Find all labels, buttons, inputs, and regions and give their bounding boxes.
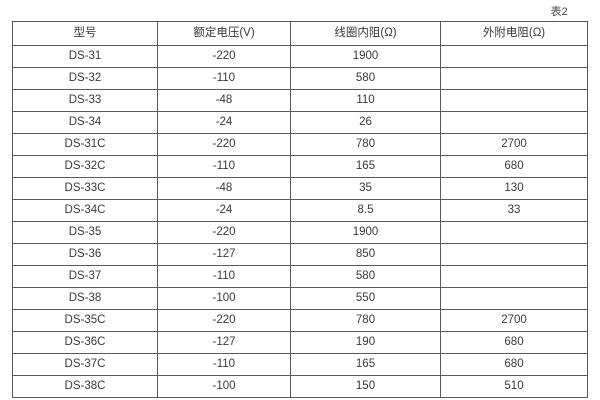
cell-external [440, 265, 588, 288]
cell-coil: 8.5 [290, 199, 441, 222]
table-row: DS-37 -110 580 [12, 265, 588, 288]
cell-voltage: -220 [157, 133, 291, 156]
cell-model: DS-31C [12, 133, 158, 156]
cell-coil: 165 [290, 353, 441, 376]
table-row: DS-36 -127 850 [12, 243, 588, 266]
table-row: DS-38C -100 150 510 [12, 375, 588, 398]
cell-external: 130 [440, 177, 588, 200]
cell-model: DS-33C [12, 177, 158, 200]
cell-coil: 1900 [290, 221, 441, 244]
column-header-model: 型号 [12, 21, 158, 46]
cell-voltage: -220 [157, 309, 291, 332]
table-row: DS-33C -48 35 130 [12, 177, 588, 200]
cell-voltage: -48 [157, 89, 291, 112]
table-row: DS-33 -48 110 [12, 89, 588, 112]
cell-voltage: -24 [157, 111, 291, 134]
cell-coil: 190 [290, 331, 441, 354]
table-row: DS-32C -110 165 680 [12, 155, 588, 178]
cell-model: DS-37C [12, 353, 158, 376]
cell-external: 33 [440, 199, 588, 222]
table-row: DS-34C -24 8.5 33 [12, 199, 588, 222]
table-row: DS-38 -100 550 [12, 287, 588, 310]
cell-external: 2700 [440, 133, 588, 156]
cell-voltage: -100 [157, 287, 291, 310]
cell-voltage: -24 [157, 199, 291, 222]
table-row: DS-35 -220 1900 [12, 221, 588, 244]
cell-coil: 850 [290, 243, 441, 266]
cell-voltage: -48 [157, 177, 291, 200]
cell-voltage: -127 [157, 243, 291, 266]
cell-external: 680 [440, 331, 588, 354]
cell-model: DS-32 [12, 67, 158, 90]
cell-coil: 580 [290, 265, 441, 288]
cell-model: DS-34C [12, 199, 158, 222]
cell-coil: 580 [290, 67, 441, 90]
cell-model: DS-38 [12, 287, 158, 310]
cell-voltage: -100 [157, 375, 291, 398]
cell-model: DS-35C [12, 309, 158, 332]
cell-external [440, 111, 588, 134]
table-row: DS-35C -220 780 2700 [12, 309, 588, 332]
column-header-external: 外附电阻(Ω) [440, 21, 588, 46]
cell-voltage: -110 [157, 67, 291, 90]
cell-coil: 1900 [290, 45, 441, 68]
table-header-row: 型号 额定电压(V) 线圈内阻(Ω) 外附电阻(Ω) [12, 21, 588, 46]
cell-coil: 165 [290, 155, 441, 178]
cell-voltage: -127 [157, 331, 291, 354]
cell-model: DS-31 [12, 45, 158, 68]
table-row: DS-32 -110 580 [12, 67, 588, 90]
cell-external [440, 287, 588, 310]
cell-model: DS-38C [12, 375, 158, 398]
cell-coil: 550 [290, 287, 441, 310]
cell-coil: 35 [290, 177, 441, 200]
cell-coil: 110 [290, 89, 441, 112]
relay-spec-table: 型号 额定电压(V) 线圈内阻(Ω) 外附电阻(Ω) DS-31 -220 1900… [12, 21, 588, 398]
cell-external [440, 221, 588, 244]
cell-external: 510 [440, 375, 588, 398]
cell-voltage: -110 [157, 353, 291, 376]
cell-external [440, 89, 588, 112]
cell-external [440, 243, 588, 266]
cell-external: 680 [440, 353, 588, 376]
table-row: DS-37C -110 165 680 [12, 353, 588, 376]
cell-coil: 780 [290, 309, 441, 332]
table-row: DS-31 -220 1900 [12, 45, 588, 68]
cell-model: DS-36 [12, 243, 158, 266]
table-row: DS-31C -220 780 2700 [12, 133, 588, 156]
table-row: DS-34 -24 26 [12, 111, 588, 134]
cell-voltage: -220 [157, 221, 291, 244]
cell-model: DS-37 [12, 265, 158, 288]
cell-model: DS-34 [12, 111, 158, 134]
table-caption: 表2 [550, 6, 568, 18]
cell-external [440, 67, 588, 90]
table-header: 型号 额定电压(V) 线圈内阻(Ω) 外附电阻(Ω) [12, 21, 588, 46]
cell-voltage: -110 [157, 155, 291, 178]
spec-table-container: 型号 额定电压(V) 线圈内阻(Ω) 外附电阻(Ω) DS-31 -220 1900… [12, 21, 588, 398]
cell-model: DS-33 [12, 89, 158, 112]
table-body: DS-31 -220 1900 DS-32 -110 580 DS-33 -48 110 DS-3… [12, 45, 588, 398]
column-header-coil: 线圈内阻(Ω) [290, 21, 441, 46]
table-row: DS-36C -127 190 680 [12, 331, 588, 354]
cell-model: DS-36C [12, 331, 158, 354]
cell-external [440, 45, 588, 68]
cell-voltage: -110 [157, 265, 291, 288]
cell-model: DS-32C [12, 155, 158, 178]
cell-model: DS-35 [12, 221, 158, 244]
cell-coil: 150 [290, 375, 441, 398]
column-header-voltage: 额定电压(V) [157, 21, 291, 46]
cell-external: 2700 [440, 309, 588, 332]
cell-coil: 26 [290, 111, 441, 134]
cell-external: 680 [440, 155, 588, 178]
cell-coil: 780 [290, 133, 441, 156]
cell-voltage: -220 [157, 45, 291, 68]
